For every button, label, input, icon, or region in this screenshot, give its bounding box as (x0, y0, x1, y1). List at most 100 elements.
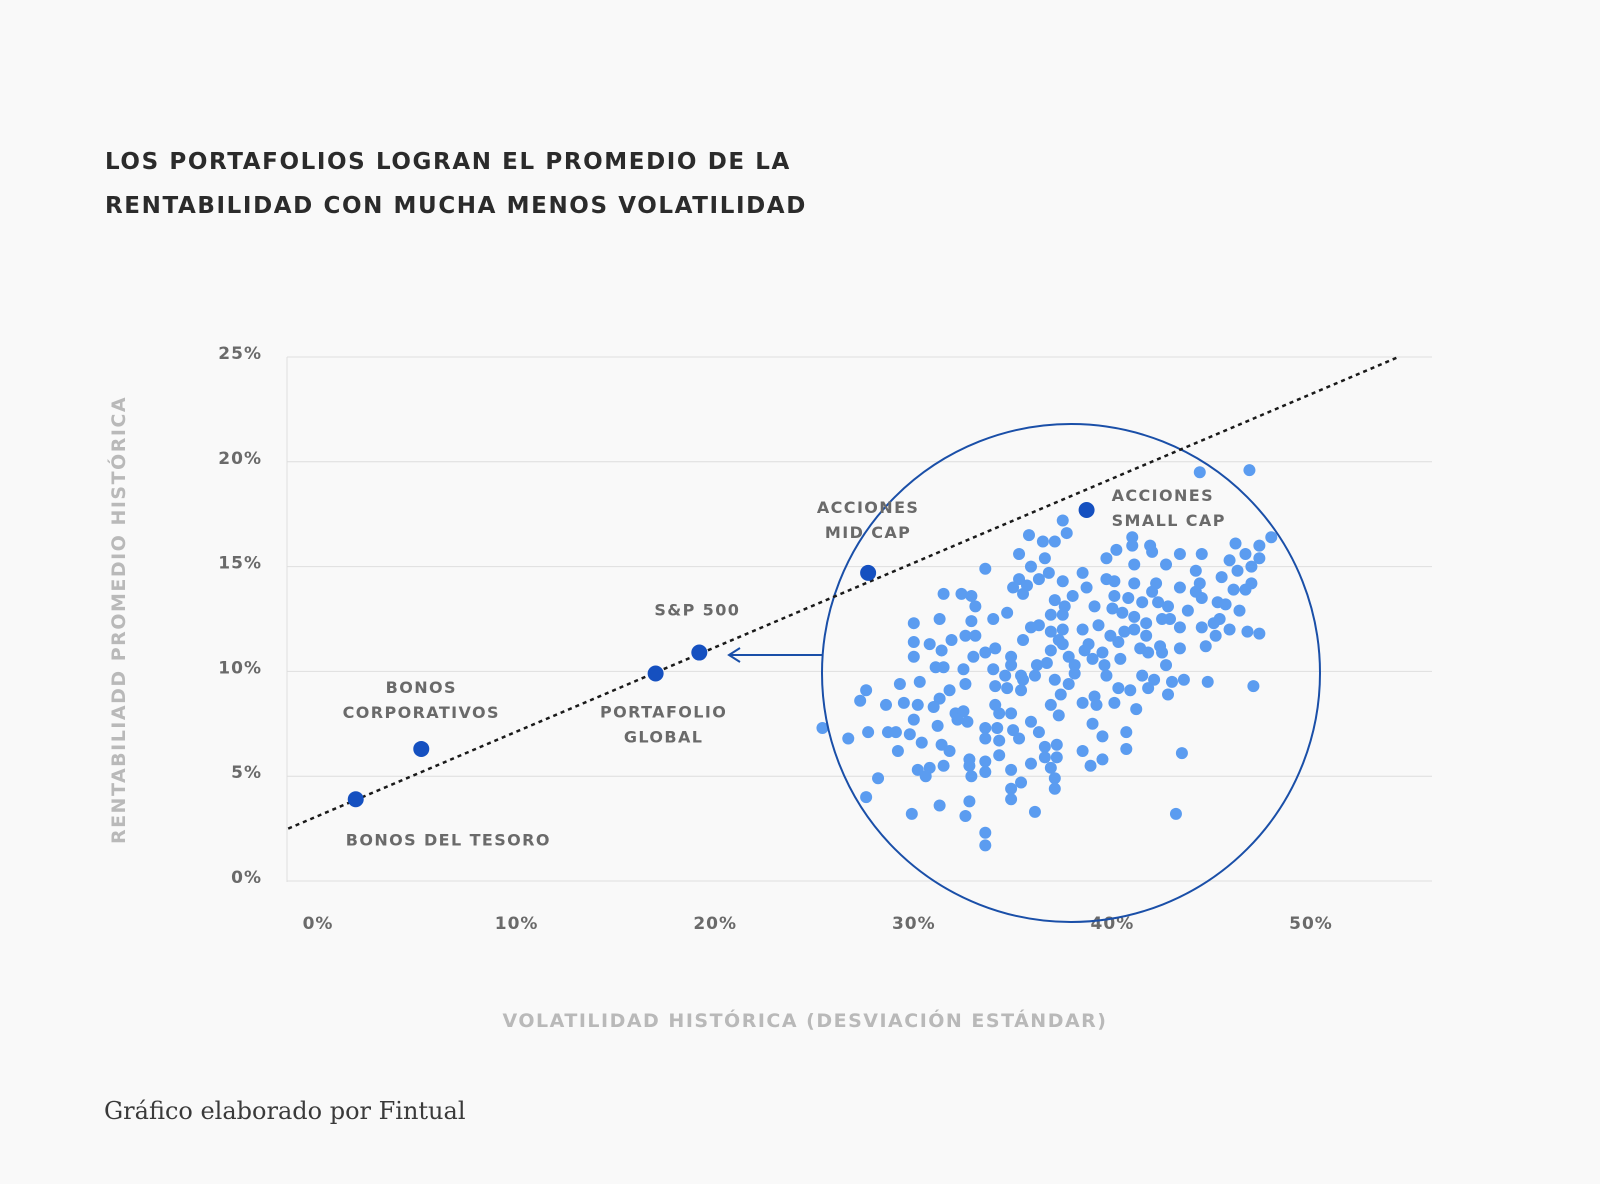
cloud-point (1048, 782, 1061, 795)
cloud-point (987, 663, 1000, 676)
cloud-point (1048, 772, 1061, 785)
cloud-point (1148, 673, 1161, 686)
cloud-point (1001, 682, 1014, 695)
cloud-point (879, 698, 892, 711)
cloud-point (872, 772, 885, 785)
cloud-point (919, 770, 932, 783)
cloud-point (1207, 617, 1220, 630)
highlight-point (413, 740, 430, 757)
cloud-point (987, 613, 1000, 625)
cloud-point (965, 615, 978, 628)
cloud-point (989, 680, 1002, 693)
cloud-point (1038, 740, 1051, 753)
cloud-point (937, 587, 950, 600)
cloud-point (1215, 571, 1228, 584)
cloud-point (1028, 669, 1041, 682)
cloud-point (1005, 707, 1018, 720)
cloud-point (969, 629, 982, 642)
cloud-point (923, 638, 936, 651)
cloud-point (1056, 638, 1069, 651)
x-tick-label: 10% (495, 914, 539, 934)
cloud-point (1038, 552, 1051, 565)
cloud-point (1048, 673, 1061, 686)
cloud-point (842, 732, 855, 745)
y-axis-ticks: 0% 5% 10% 15% 20% 25% (218, 344, 262, 888)
cloud-point (1013, 732, 1026, 745)
cloud-point (1195, 592, 1208, 605)
cloud-point (1086, 717, 1099, 730)
cloud-point (937, 661, 950, 674)
cloud-point (1108, 696, 1121, 709)
labeled-point: S&P 500 (654, 601, 739, 661)
point-label: CORPORATIVOS (343, 703, 500, 722)
cloud-point (979, 839, 992, 852)
x-tick-label: 50% (1289, 914, 1333, 934)
cloud-point (854, 694, 867, 707)
cloud-point (913, 675, 926, 688)
cloud-point (1146, 585, 1159, 598)
chart-title-line-1: LOS PORTAFOLIOS LOGRAN EL PROMEDIO DE LA (105, 149, 791, 175)
cloud-point (1092, 619, 1105, 632)
point-label: ACCIONES (1112, 486, 1214, 505)
cloud-point (1007, 581, 1020, 594)
cloud-point (1042, 566, 1055, 579)
cloud-point (1044, 761, 1057, 774)
cloud-point (1177, 673, 1190, 686)
y-tick-label: 25% (218, 344, 262, 364)
cloud-point (1090, 698, 1103, 711)
cloud-point (931, 719, 944, 732)
cloud-point (989, 642, 1002, 655)
cloud-point (1195, 548, 1208, 561)
labeled-point: ACCIONES SMALL CAP (1078, 486, 1224, 530)
cloud-point (1096, 646, 1109, 659)
cloud-point (1068, 659, 1081, 672)
cloud-point (979, 826, 992, 839)
cloud-point (816, 721, 829, 734)
point-label: PORTAFOLIO (600, 702, 727, 721)
cloud-point (1040, 657, 1053, 670)
cloud-point (979, 732, 992, 745)
cloud-point (979, 562, 992, 575)
cloud-point (1096, 730, 1109, 743)
cloud-point (963, 759, 976, 772)
cloud-point (1024, 715, 1037, 728)
cloud-point (1128, 610, 1141, 623)
cloud-point (1076, 696, 1089, 709)
cloud-point (959, 810, 972, 823)
point-label: GLOBAL (624, 727, 704, 746)
cloud-point (1128, 623, 1141, 636)
x-axis-ticks: 0% 10% 20% 30% 40% 50% (303, 914, 1333, 934)
cloud-point (1253, 627, 1266, 640)
cloud-point (1223, 623, 1236, 636)
cloud-point (933, 613, 946, 625)
cloud-point (1239, 583, 1252, 596)
cloud-point (991, 721, 1004, 734)
cloud-point (1116, 606, 1129, 619)
cloud-point (1114, 652, 1127, 665)
cloud-point (1201, 675, 1214, 688)
cloud-point (1005, 659, 1018, 672)
cloud-point (1173, 581, 1186, 594)
cloud-point (999, 669, 1012, 682)
cloud-point (1048, 535, 1061, 548)
cloud-point (889, 726, 902, 739)
cloud-point (1253, 539, 1266, 552)
cloud-point (907, 713, 920, 726)
cloud-point (1050, 738, 1063, 751)
cloud-point (1050, 751, 1063, 764)
cloud-point (1128, 558, 1141, 571)
cloud-point (1247, 680, 1260, 693)
cloud-point (1118, 625, 1131, 638)
x-tick-label: 0% (303, 914, 334, 934)
cloud-point (1175, 747, 1188, 760)
cloud-point (1112, 682, 1125, 695)
y-tick-label: 0% (231, 868, 262, 888)
cloud-point (1024, 621, 1037, 634)
cloud-point (1076, 745, 1089, 758)
point-label: MID CAP (825, 523, 911, 542)
cloud-point (1056, 575, 1069, 588)
cloud-point (1017, 587, 1030, 600)
cloud-point (1106, 602, 1119, 615)
cloud-point (1054, 688, 1067, 701)
cloud-point (1056, 608, 1069, 621)
